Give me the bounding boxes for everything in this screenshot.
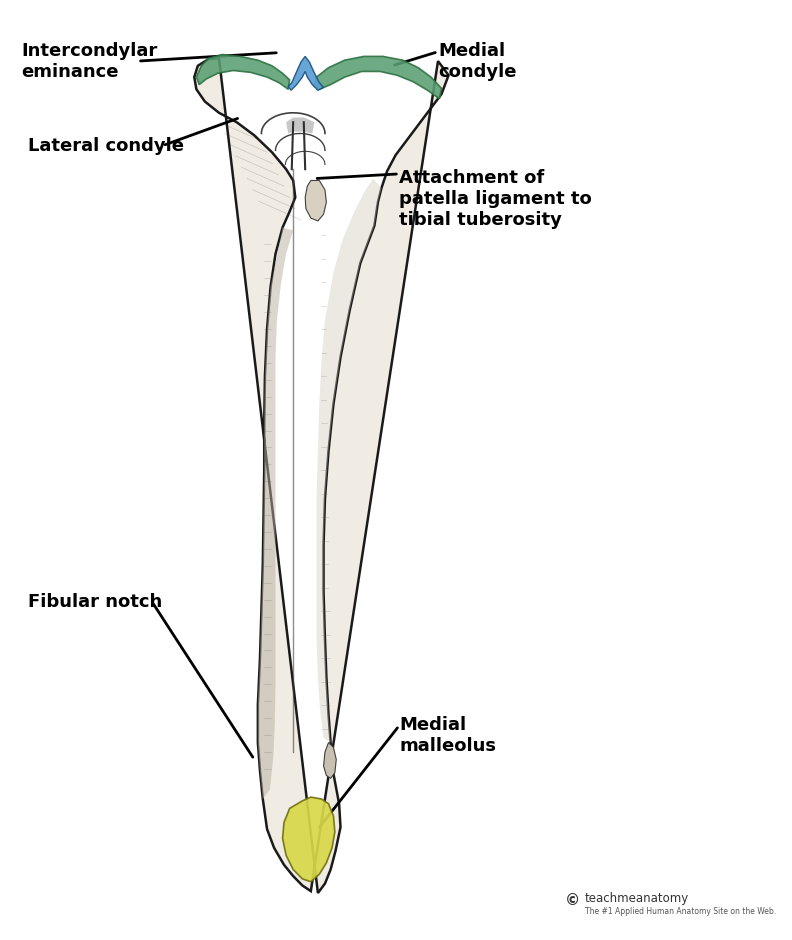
Text: Medial
malleolus: Medial malleolus (399, 716, 496, 755)
Text: Intercondylar
eminance: Intercondylar eminance (21, 42, 158, 81)
Text: Lateral condyle: Lateral condyle (29, 136, 185, 155)
Text: Fibular notch: Fibular notch (29, 592, 162, 611)
Text: The #1 Applied Human Anatomy Site on the Web.: The #1 Applied Human Anatomy Site on the… (585, 907, 776, 916)
Text: Attachment of
patella ligament to
tibial tuberosity: Attachment of patella ligament to tibial… (399, 169, 592, 228)
Polygon shape (317, 179, 382, 743)
Polygon shape (194, 58, 448, 893)
Polygon shape (305, 180, 326, 221)
Polygon shape (324, 743, 337, 778)
Polygon shape (288, 56, 324, 90)
Text: ©: © (565, 893, 580, 908)
Polygon shape (283, 797, 335, 882)
Polygon shape (314, 56, 441, 99)
Text: Medial
condyle: Medial condyle (438, 42, 516, 81)
Polygon shape (258, 227, 293, 799)
Polygon shape (196, 55, 290, 89)
Polygon shape (286, 118, 314, 133)
Text: teachmeanatomy: teachmeanatomy (585, 892, 689, 905)
